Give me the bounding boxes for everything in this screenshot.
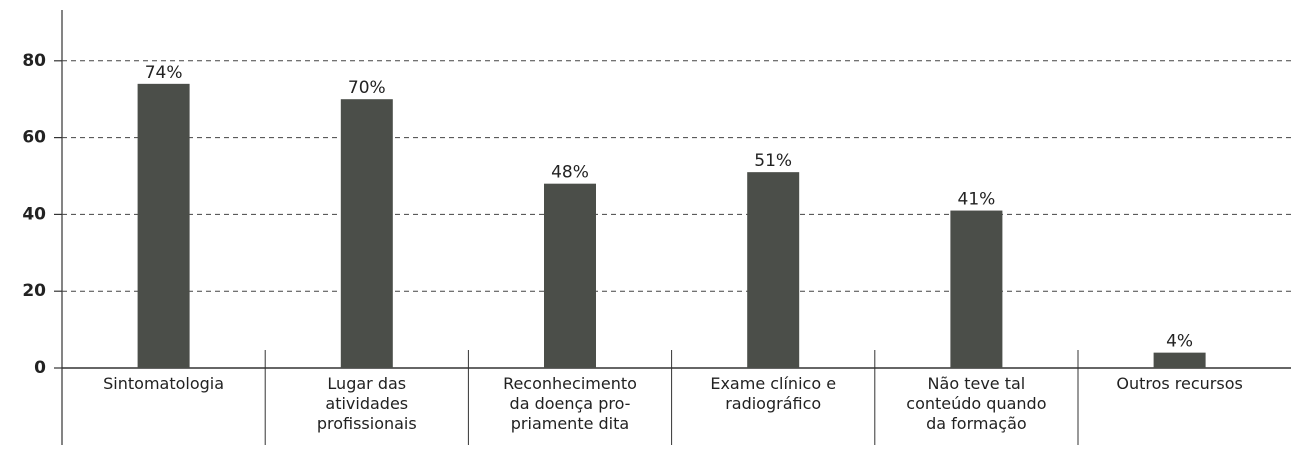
x-tick-label: Outros recursos: [1116, 374, 1243, 393]
value-label: 48%: [551, 163, 589, 183]
y-tick-label: 60: [22, 128, 46, 148]
value-label: 51%: [754, 151, 792, 171]
y-tick-label: 20: [22, 281, 46, 301]
y-tick-label: 40: [22, 204, 46, 224]
value-label: 41%: [958, 190, 996, 210]
x-tick-label: Reconhecimento da doença pro- priamente …: [503, 374, 637, 433]
bar: [340, 99, 393, 368]
x-tick-label: Não teve tal conteúdo quando da formação: [906, 374, 1047, 433]
bar: [544, 183, 596, 368]
bar: [950, 210, 1003, 368]
y-tick-label: 0: [34, 358, 46, 378]
bar: [1153, 352, 1206, 368]
bar: [137, 83, 190, 368]
value-label: 4%: [1166, 332, 1193, 352]
x-tick-label: Exame clínico e radiográfico: [710, 374, 837, 413]
value-label: 74%: [145, 63, 183, 83]
bar: [747, 172, 800, 368]
x-tick-label: Lugar das atividades profissionais: [316, 374, 417, 433]
value-label: 70%: [348, 78, 386, 98]
x-tick-label: Sintomatologia: [103, 374, 225, 393]
y-tick-label: 80: [22, 51, 46, 71]
